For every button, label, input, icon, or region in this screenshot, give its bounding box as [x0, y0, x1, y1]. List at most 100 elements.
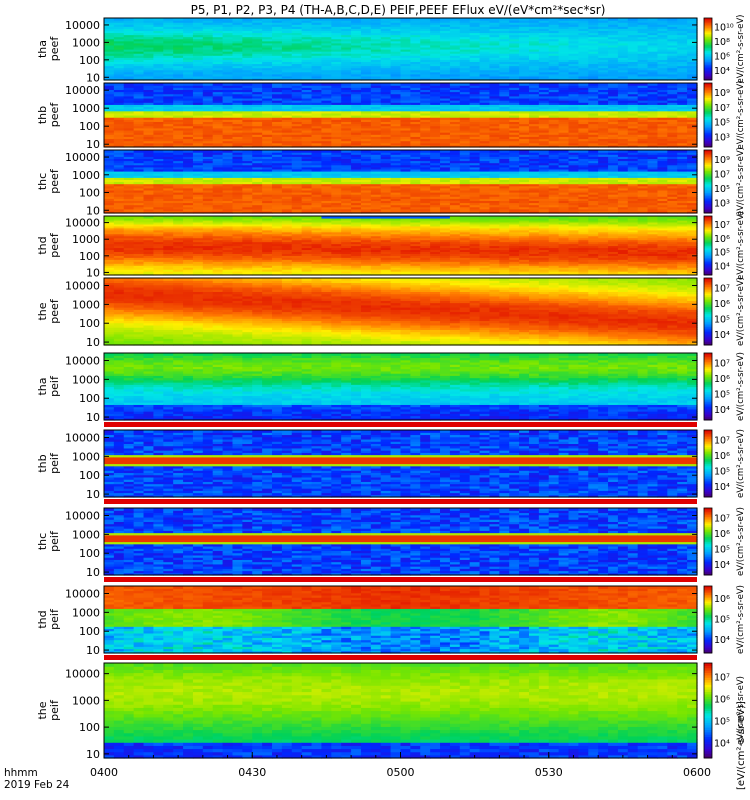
cell	[558, 110, 570, 114]
cell	[410, 112, 421, 116]
cell	[163, 36, 174, 40]
cell	[410, 40, 421, 44]
cell	[104, 65, 115, 69]
cell	[183, 97, 194, 101]
cell	[183, 28, 194, 31]
cell	[548, 136, 560, 140]
cell	[380, 42, 392, 46]
cell	[449, 42, 461, 46]
cell	[153, 125, 164, 129]
cell	[173, 132, 184, 135]
cell	[627, 134, 639, 137]
cell	[272, 46, 283, 50]
cell	[538, 112, 550, 116]
colorbar-cell	[704, 145, 712, 148]
cell	[311, 36, 323, 40]
cell	[133, 200, 145, 204]
cell	[667, 73, 678, 77]
cell	[548, 112, 560, 116]
cell	[598, 46, 609, 50]
cell	[637, 125, 649, 129]
cell	[528, 117, 540, 120]
cell	[449, 87, 461, 90]
cell	[667, 71, 678, 75]
cell	[469, 91, 481, 95]
cell	[311, 129, 323, 133]
cell	[528, 32, 540, 36]
cell	[558, 36, 570, 40]
cell	[360, 73, 372, 77]
cell	[568, 89, 579, 93]
cell	[459, 138, 471, 142]
cell	[202, 108, 214, 112]
cell	[272, 36, 283, 40]
colorbar-cell	[704, 67, 712, 70]
cell	[173, 140, 184, 144]
cell	[687, 134, 698, 137]
cell	[390, 117, 402, 120]
cell	[192, 71, 204, 75]
cell	[113, 208, 125, 212]
cell	[667, 93, 678, 97]
cell	[104, 20, 115, 23]
cell	[637, 75, 649, 79]
cell	[558, 104, 570, 108]
cell	[192, 51, 204, 54]
cell	[390, 115, 402, 118]
cell	[558, 102, 570, 105]
cell	[113, 95, 125, 99]
cell	[272, 57, 283, 60]
cell	[617, 104, 629, 108]
cell	[390, 63, 402, 67]
cell	[677, 61, 688, 65]
colorbar-tick-label: 10⁷	[714, 103, 730, 114]
cell	[449, 102, 461, 105]
cell	[232, 51, 243, 54]
cell	[598, 55, 609, 58]
cell	[588, 112, 599, 116]
cell	[202, 134, 214, 137]
cell	[548, 49, 560, 52]
cell	[568, 22, 579, 25]
cell	[608, 110, 619, 114]
cell	[420, 18, 431, 21]
cell	[538, 108, 550, 112]
cell	[489, 26, 500, 29]
cell	[380, 110, 392, 114]
cell	[598, 121, 609, 125]
cell	[272, 110, 283, 114]
cell	[222, 144, 234, 148]
cell	[242, 55, 253, 58]
cell	[370, 24, 382, 27]
cell	[459, 121, 471, 125]
cell	[192, 106, 204, 110]
cell	[222, 75, 234, 79]
cell	[380, 55, 392, 58]
cell	[113, 49, 125, 52]
cell	[202, 30, 214, 34]
cell	[133, 28, 145, 31]
cell	[390, 46, 402, 50]
cell	[410, 85, 421, 88]
cell	[133, 40, 145, 44]
cell	[519, 132, 530, 135]
cell	[252, 38, 263, 42]
cell	[252, 59, 263, 62]
cell	[440, 22, 451, 25]
cell	[608, 83, 619, 86]
cell	[469, 30, 481, 34]
cell	[647, 104, 659, 108]
cell	[519, 55, 530, 58]
cell	[637, 55, 649, 58]
cell	[509, 57, 520, 60]
cell	[519, 95, 530, 99]
cell	[647, 140, 659, 144]
cell	[617, 91, 629, 95]
cell	[163, 63, 174, 67]
cell	[183, 75, 194, 79]
cell	[499, 87, 510, 90]
cell	[331, 125, 342, 129]
cell	[677, 42, 688, 46]
cell	[360, 125, 372, 129]
cell	[617, 134, 629, 137]
